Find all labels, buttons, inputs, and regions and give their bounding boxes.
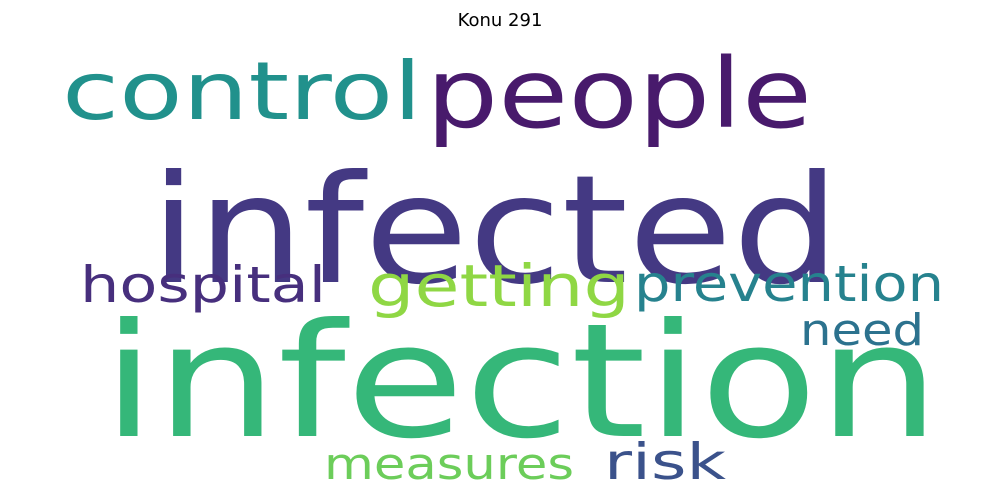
word-hospital: hospital xyxy=(80,256,326,314)
word-need: need xyxy=(800,305,924,356)
word-risk: risk xyxy=(604,433,726,491)
word-infection: infection xyxy=(102,290,940,474)
word-people: people xyxy=(426,38,812,150)
word-prevention: prevention xyxy=(634,255,944,313)
word-infected: infected xyxy=(150,144,840,318)
word-control: control xyxy=(62,45,422,138)
page-title: Konu 291 xyxy=(457,10,543,31)
word-getting: getting xyxy=(368,252,630,320)
word-measures: measures xyxy=(324,439,574,490)
